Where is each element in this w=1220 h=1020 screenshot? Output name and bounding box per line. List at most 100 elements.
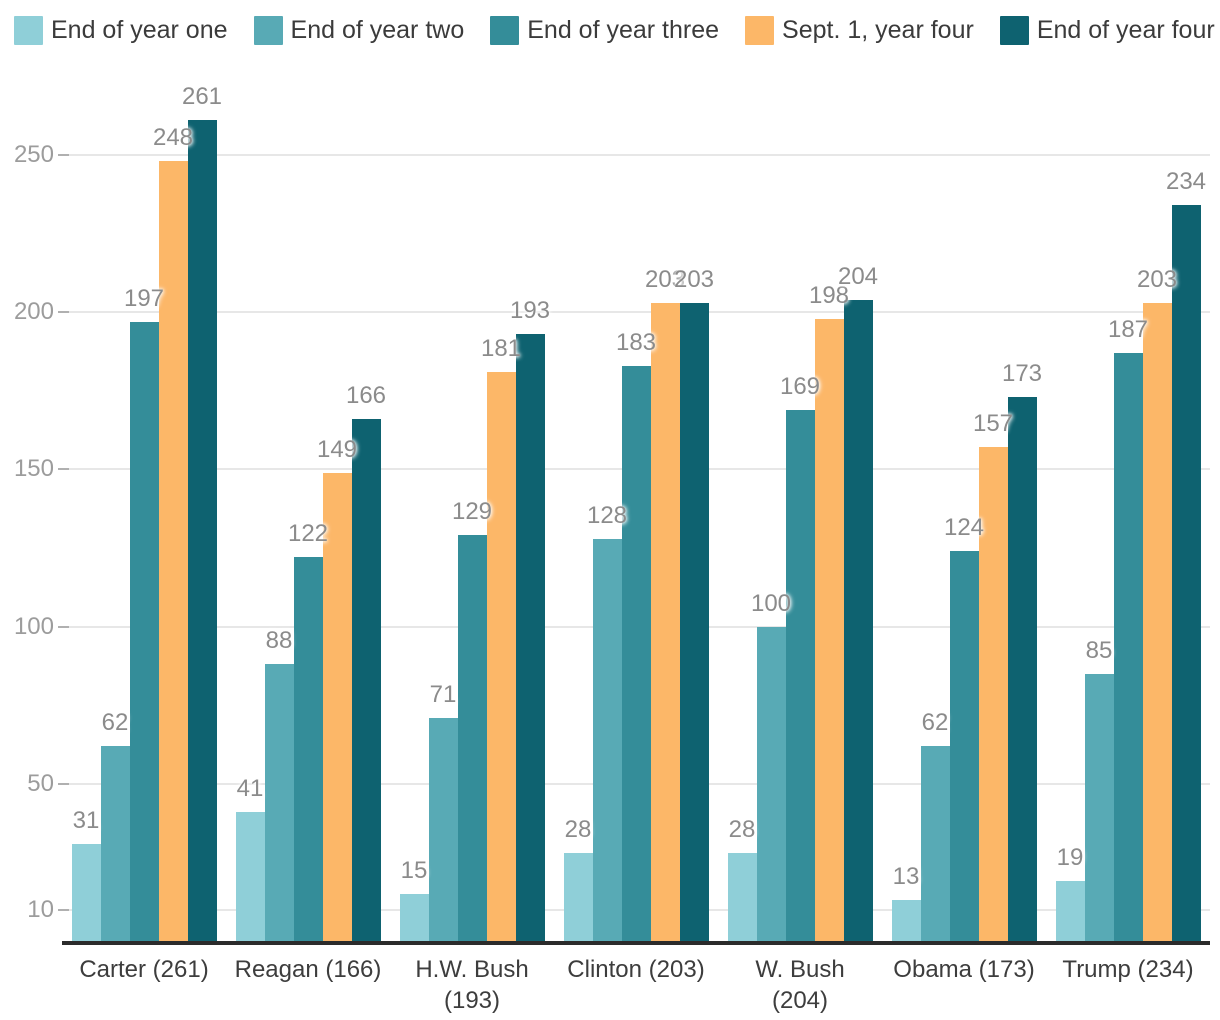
x-axis-label-obama-173: Obama (173) bbox=[893, 956, 1035, 983]
bar-h-w-bush-end-of-year-four[interactable] bbox=[515, 334, 545, 941]
legend-label: End of year four bbox=[1036, 16, 1215, 44]
bar-carter-261-end-of-year-four[interactable] bbox=[187, 120, 217, 941]
bar-w-bush-sept-1-year-four[interactable] bbox=[814, 318, 844, 941]
value-label: 187 bbox=[1107, 316, 1149, 344]
legend-item-end-of-year-one: End of year one bbox=[14, 16, 228, 45]
bar-w-bush-end-of-year-one[interactable] bbox=[727, 853, 757, 941]
value-label: 173 bbox=[1001, 360, 1043, 388]
bar-w-bush-end-of-year-two[interactable] bbox=[756, 626, 786, 941]
bar-reagan-166-end-of-year-two[interactable] bbox=[264, 664, 294, 941]
bar-reagan-166-sept-1-year-four[interactable] bbox=[322, 472, 352, 941]
x-axis-label-trump-234: Trump (234) bbox=[1062, 956, 1194, 983]
bar-obama-173-end-of-year-two[interactable] bbox=[920, 746, 950, 941]
legend-item-sept-1-year-four: Sept. 1, year four bbox=[745, 16, 974, 45]
value-label: 31 bbox=[72, 806, 100, 834]
value-label: 62 bbox=[101, 709, 129, 737]
value-label: 166 bbox=[345, 382, 387, 410]
value-label: 149 bbox=[316, 435, 358, 463]
y-tick-mark bbox=[58, 909, 69, 911]
bar-obama-173-sept-1-year-four[interactable] bbox=[978, 447, 1008, 941]
value-label: 181 bbox=[480, 334, 522, 362]
value-label: 28 bbox=[728, 816, 756, 843]
value-label: 124 bbox=[943, 514, 985, 542]
bar-h-w-bush-end-of-year-one[interactable] bbox=[399, 893, 429, 941]
bar-w-bush-end-of-year-four[interactable] bbox=[843, 299, 873, 941]
y-tick-label: 150 bbox=[13, 455, 54, 482]
bar-trump-234-end-of-year-one[interactable] bbox=[1055, 881, 1085, 941]
bar-clinton-203-sept-1-year-four[interactable] bbox=[650, 302, 680, 941]
bar-obama-173-end-of-year-one[interactable] bbox=[891, 900, 921, 941]
gridline-y-200 bbox=[62, 311, 1210, 313]
y-tick-mark bbox=[58, 154, 69, 156]
x-axis-label-h-w-bush: H.W. Bush (193) bbox=[415, 956, 529, 1014]
value-label: 193 bbox=[509, 297, 551, 325]
value-label: 122 bbox=[287, 520, 329, 548]
legend-item-end-of-year-four: End of year four bbox=[999, 16, 1215, 45]
value-label: 203 bbox=[644, 265, 686, 293]
value-label: 261 bbox=[181, 83, 223, 111]
bar-h-w-bush-end-of-year-three[interactable] bbox=[457, 535, 487, 941]
bar-trump-234-sept-1-year-four[interactable] bbox=[1142, 302, 1172, 941]
bar-carter-261-end-of-year-two[interactable] bbox=[100, 746, 130, 941]
x-axis-line bbox=[62, 941, 1210, 945]
value-label: 248 bbox=[152, 124, 194, 152]
bar-reagan-166-end-of-year-one[interactable] bbox=[235, 812, 265, 941]
x-axis-label-reagan-166: Reagan (166) bbox=[234, 956, 382, 983]
legend-label: End of year two bbox=[290, 16, 465, 44]
legend-item-end-of-year-three: End of year three bbox=[490, 16, 719, 45]
value-label: 28 bbox=[564, 816, 592, 843]
y-tick-label: 200 bbox=[13, 298, 54, 325]
value-label: 41 bbox=[236, 775, 264, 803]
legend-color-swatch-icon bbox=[490, 16, 520, 45]
y-tick-label: 50 bbox=[27, 770, 54, 797]
legend-color-swatch-icon bbox=[745, 16, 775, 45]
bar-trump-234-end-of-year-three[interactable] bbox=[1113, 353, 1143, 941]
y-tick-mark bbox=[58, 783, 69, 785]
legend-label: End of year three bbox=[527, 16, 720, 44]
bar-obama-173-end-of-year-three[interactable] bbox=[949, 551, 979, 941]
y-tick-label: 100 bbox=[13, 613, 54, 640]
bar-clinton-203-end-of-year-three[interactable] bbox=[621, 365, 651, 941]
value-label: 15 bbox=[400, 856, 428, 884]
bar-w-bush-end-of-year-three[interactable] bbox=[785, 409, 815, 941]
legend-label: Sept. 1, year four bbox=[782, 16, 974, 44]
value-label: 13 bbox=[892, 863, 920, 891]
legend-color-swatch-icon bbox=[253, 16, 283, 45]
y-tick-mark bbox=[58, 468, 69, 470]
value-label: 129 bbox=[451, 498, 493, 526]
value-label: 88 bbox=[265, 627, 293, 655]
value-label: 128 bbox=[586, 501, 628, 529]
value-label: 71 bbox=[429, 680, 457, 708]
value-label: 100 bbox=[750, 589, 792, 617]
bar-carter-261-end-of-year-three[interactable] bbox=[129, 321, 159, 941]
legend-color-swatch-icon bbox=[14, 16, 43, 45]
bar-clinton-203-end-of-year-two[interactable] bbox=[592, 538, 622, 941]
value-label: 204 bbox=[837, 262, 879, 290]
bar-reagan-166-end-of-year-four[interactable] bbox=[351, 419, 381, 941]
value-label: 198 bbox=[808, 281, 850, 309]
bar-carter-261-end-of-year-one[interactable] bbox=[71, 843, 101, 941]
bar-clinton-203-end-of-year-four[interactable] bbox=[679, 302, 709, 941]
bar-clinton-203-end-of-year-one[interactable] bbox=[563, 853, 593, 941]
bar-obama-173-end-of-year-four[interactable] bbox=[1007, 397, 1037, 941]
bar-h-w-bush-end-of-year-two[interactable] bbox=[428, 717, 458, 941]
bar-h-w-bush-sept-1-year-four[interactable] bbox=[486, 371, 516, 941]
x-axis-label-carter-261: Carter (261) bbox=[79, 956, 209, 983]
value-label: 203 bbox=[673, 265, 715, 293]
value-label: 169 bbox=[779, 372, 821, 400]
bar-trump-234-end-of-year-four[interactable] bbox=[1171, 205, 1201, 941]
gridline-y-250 bbox=[62, 154, 1210, 156]
x-axis-label-clinton-203: Clinton (203) bbox=[567, 956, 705, 983]
bar-reagan-166-end-of-year-three[interactable] bbox=[293, 557, 323, 941]
bar-carter-261-sept-1-year-four[interactable] bbox=[158, 161, 188, 941]
legend-label: End of year one bbox=[51, 16, 228, 44]
y-tick-mark bbox=[58, 626, 69, 628]
bar-trump-234-end-of-year-two[interactable] bbox=[1084, 673, 1114, 941]
value-label: 157 bbox=[972, 410, 1014, 438]
value-label: 197 bbox=[123, 284, 165, 312]
y-tick-label: 10 bbox=[27, 896, 54, 923]
value-label: 19 bbox=[1056, 844, 1084, 872]
value-label: 62 bbox=[921, 709, 949, 737]
legend-color-swatch-icon bbox=[999, 16, 1029, 45]
